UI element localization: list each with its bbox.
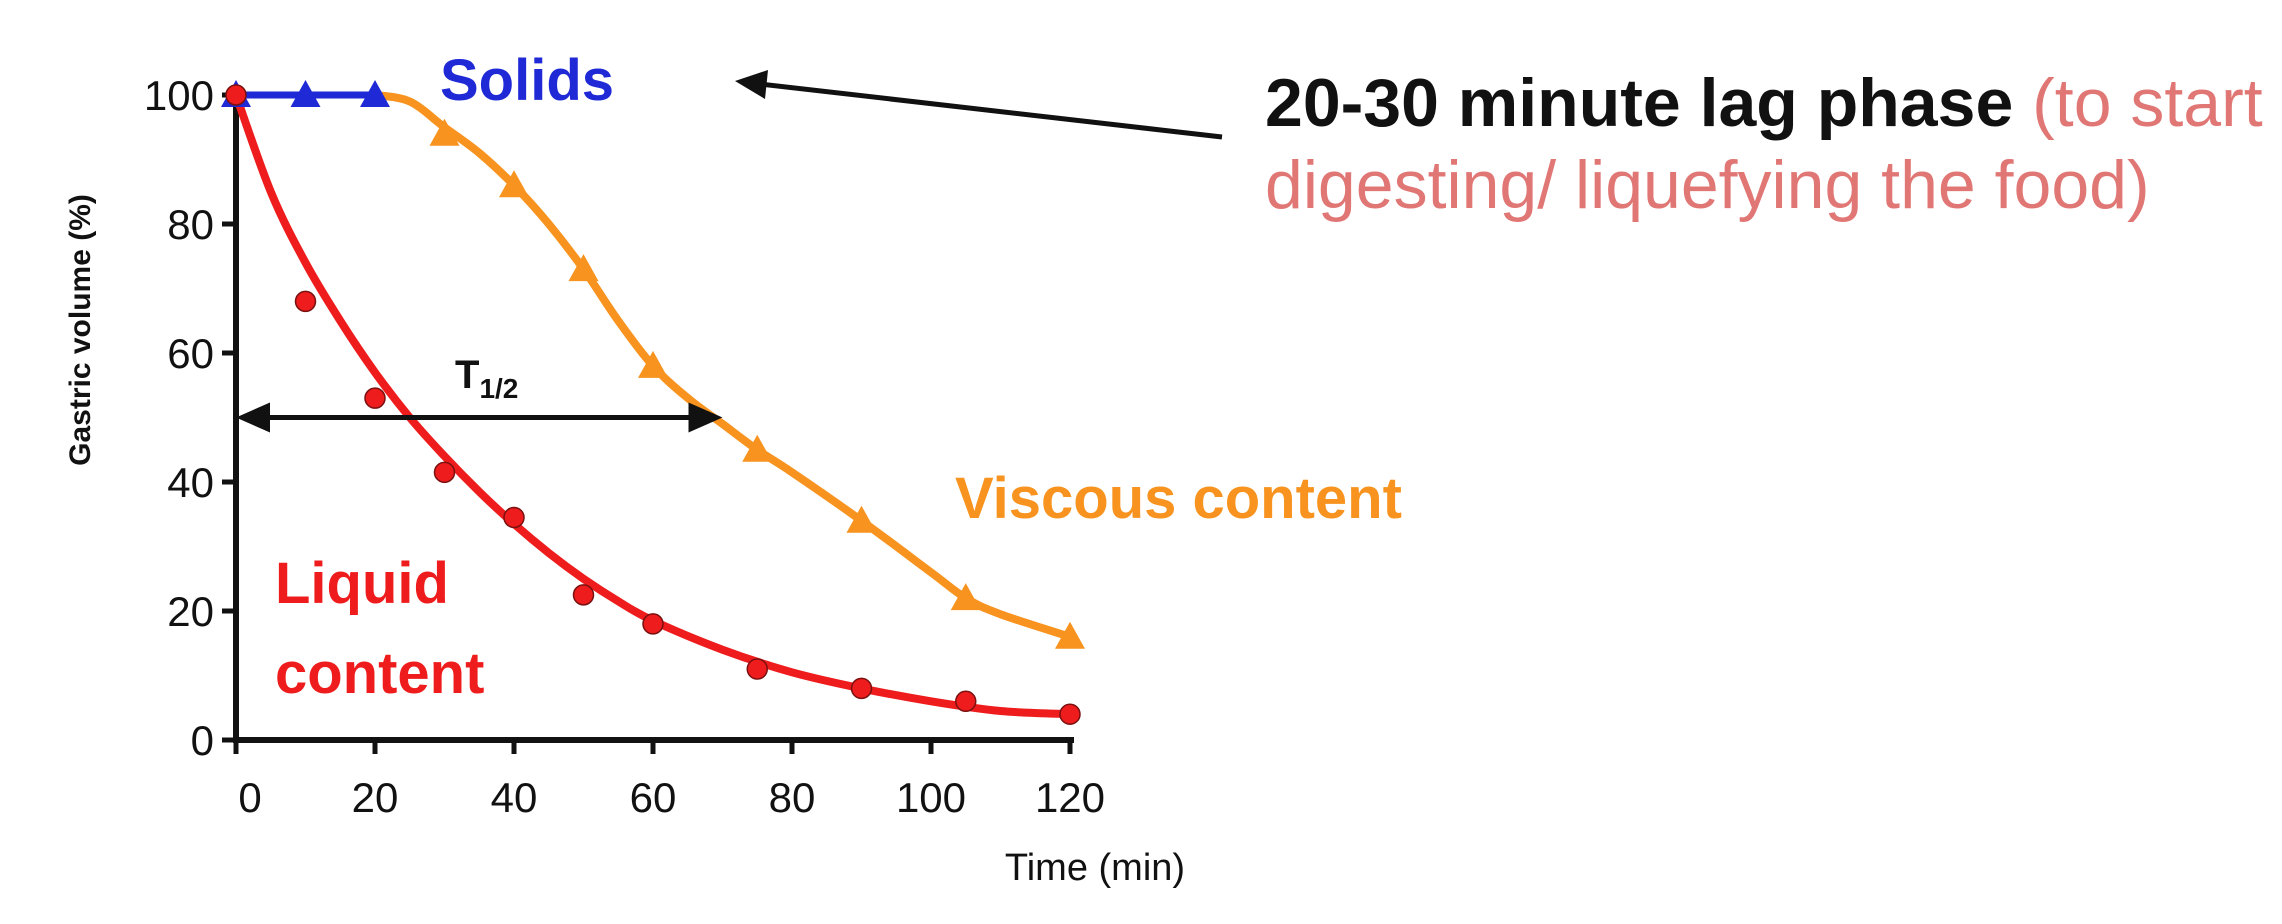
viscous-content-point (499, 170, 529, 198)
x-tick-label: 20 (352, 774, 399, 821)
y-tick-label: 0 (191, 717, 214, 764)
solids-point (290, 80, 321, 107)
liquid-content-point (225, 84, 247, 106)
viscous-content-point (950, 583, 981, 611)
y-tick-label: 60 (167, 330, 214, 377)
viscous-content-curve (371, 91, 1074, 641)
half-time-label-main: T (455, 353, 479, 397)
half-time-arrow-head-right (688, 402, 723, 433)
lag-phase-arrow (735, 70, 1223, 140)
viscous-content-point (1055, 621, 1085, 649)
liquid-content-point (1059, 703, 1081, 725)
x-tick-label: 100 (896, 774, 966, 821)
liquid-content-point (746, 658, 768, 680)
x-tick-label: 60 (630, 774, 677, 821)
lag-phase-annotation-strong: 20-30 minute lag phase (1265, 65, 2014, 141)
viscous-content-point (846, 505, 877, 533)
liquid-content-point (642, 613, 664, 635)
liquid-content-point (503, 506, 525, 529)
x-tick-label: 40 (491, 774, 538, 821)
x-axis-label: Time (min) (1005, 847, 1185, 889)
viscous-content-point (429, 118, 460, 146)
viscous-content-point (638, 350, 668, 378)
half-time-arrow (236, 402, 723, 433)
y-tick-label: 20 (167, 588, 214, 635)
viscous-content-label: Viscous content (955, 466, 1402, 531)
x-tick-label: 120 (1035, 774, 1105, 821)
lag-phase-arrow-line (759, 81, 1223, 140)
liquid-content-point (955, 690, 977, 713)
half-time-arrow-head-left (236, 402, 270, 433)
lag-phase-arrow-head (735, 70, 768, 99)
y-tick-label: 40 (167, 459, 214, 506)
solids-label: Solids (440, 48, 614, 113)
liquid-content-point (364, 387, 386, 409)
markers (221, 80, 1085, 725)
solids-point (360, 80, 390, 107)
half-time-label-sub: 1/2 (479, 373, 518, 404)
lag-phase-annotation: 20-30 minute lag phase (to start digesti… (1265, 62, 2265, 226)
liquid-content-point (850, 677, 873, 700)
viscous-content-point (742, 434, 773, 462)
liquid-content-point (433, 461, 456, 484)
y-tick-label: 100 (144, 72, 214, 119)
liquid-content-point (572, 584, 595, 606)
viscous-content-point (568, 254, 599, 282)
half-time-label: T1/2 (455, 353, 518, 404)
liquid-content-label-line2: content (275, 641, 484, 706)
y-axis-label: Gastric volume (%) (64, 194, 97, 466)
ticks: 0 20 40 60 80 100 120 0 20 40 60 80 100 (144, 72, 1105, 821)
x-tick-label: 80 (769, 774, 816, 821)
liquid-content-point (294, 290, 317, 313)
y-tick-label: 80 (167, 201, 214, 248)
liquid-content-label-line1: Liquid (275, 551, 449, 616)
lag-phase-annotation-soft: (to start digesting/ liquefying the food… (1265, 65, 2263, 223)
x-tick-label: 0 (238, 774, 261, 821)
